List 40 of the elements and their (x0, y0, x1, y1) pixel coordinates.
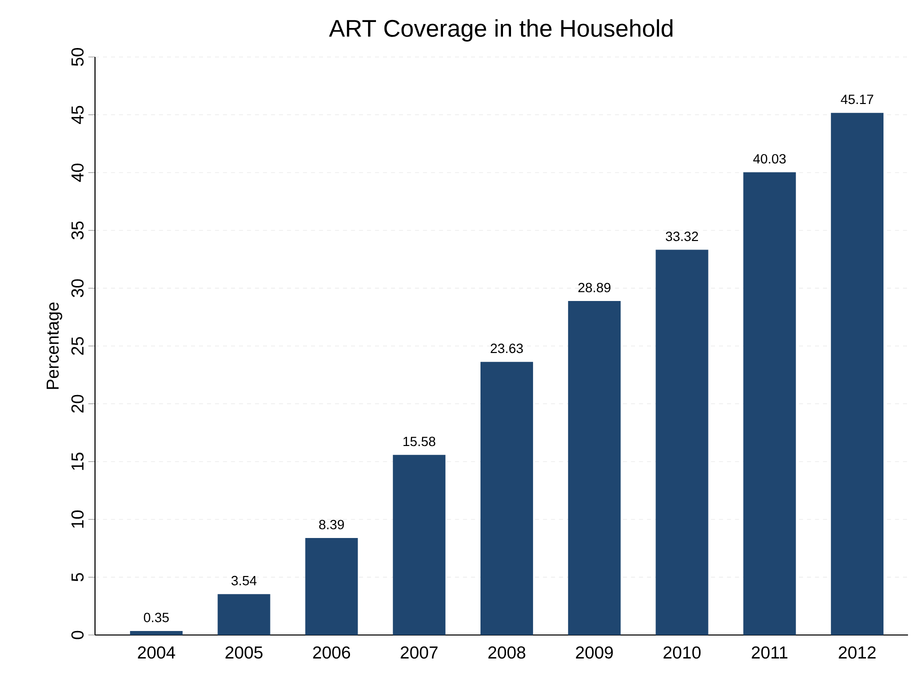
x-tick-label: 2012 (838, 646, 876, 659)
data-label: 40.03 (753, 154, 786, 164)
data-label: 45.17 (840, 94, 874, 104)
bar (480, 362, 534, 635)
y-tick-label: 10 (71, 510, 84, 528)
x-tick-label: 2004 (138, 646, 176, 659)
y-tick-label: 5 (72, 573, 84, 582)
data-label: 0.35 (144, 612, 169, 622)
data-label: 3.54 (231, 576, 257, 586)
bar (218, 594, 270, 635)
data-label: 8.39 (319, 520, 344, 530)
y-tick-label: 40 (71, 164, 84, 182)
bar (130, 630, 183, 635)
x-tick-label: 2010 (664, 646, 701, 659)
data-label: 28.89 (578, 282, 610, 292)
bar (305, 538, 358, 635)
data-label: 23.63 (490, 344, 523, 354)
y-tick-label: 45 (72, 106, 84, 124)
x-tick-label: 2007 (400, 646, 438, 659)
bar (656, 250, 708, 635)
y-tick-label: 15 (72, 452, 84, 470)
y-tick-label: 35 (71, 221, 84, 240)
data-label: 15.58 (404, 436, 436, 446)
data-label: 33.32 (666, 232, 698, 242)
y-tick-label: 25 (71, 337, 84, 355)
y-tick-label: 20 (71, 394, 84, 413)
y-tick-label: 0 (71, 630, 84, 640)
x-tick-label: 2009 (576, 646, 613, 659)
x-tick-label: 2011 (752, 646, 788, 659)
chart-title: ART Coverage in the Household (329, 19, 672, 42)
bar (392, 454, 446, 635)
y-tick-label: 50 (71, 48, 84, 66)
x-tick-label: 2008 (488, 646, 526, 659)
bar (830, 112, 884, 635)
x-tick-label: 2006 (313, 646, 350, 659)
y-tick-label: 30 (71, 279, 84, 298)
bar (568, 301, 621, 635)
y-axis-title: Percentage (46, 302, 62, 389)
bar (743, 172, 796, 635)
x-tick-label: 2005 (226, 646, 262, 659)
